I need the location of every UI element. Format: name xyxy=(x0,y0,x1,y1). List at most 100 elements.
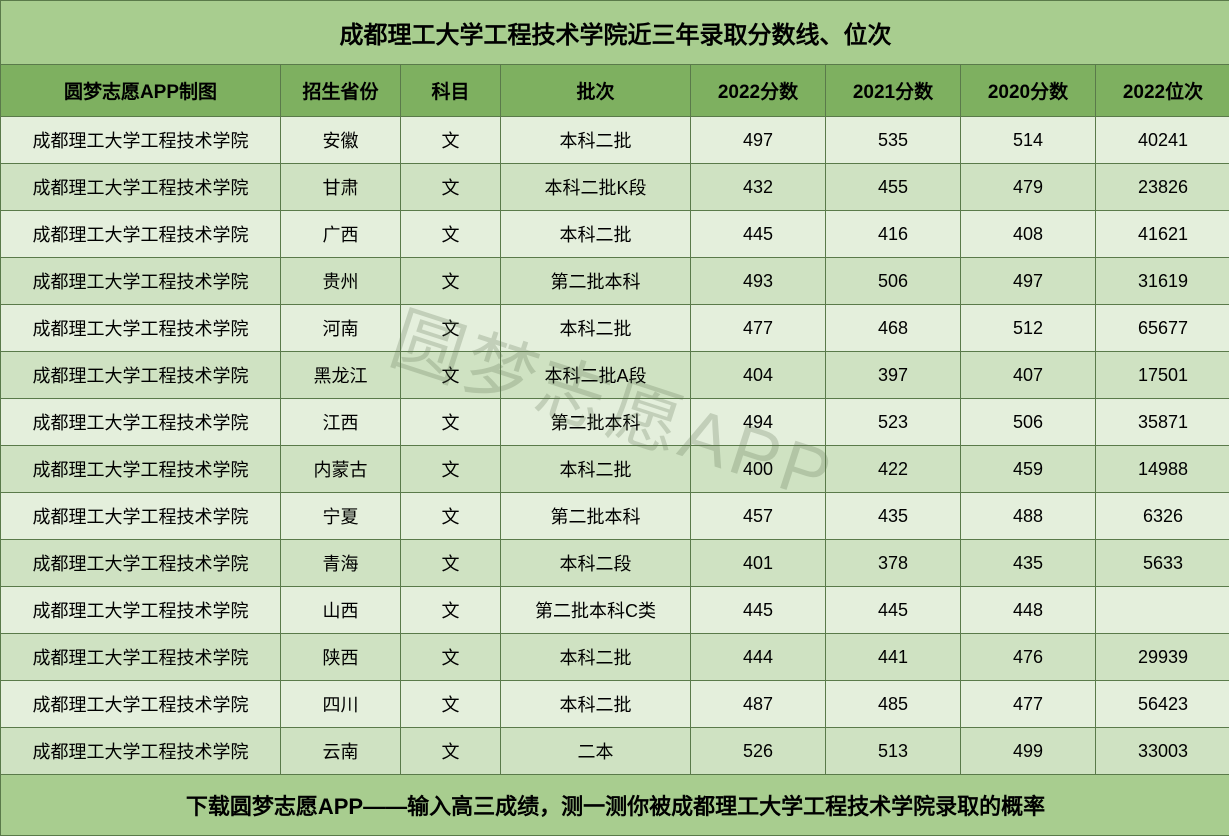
cell-province: 江西 xyxy=(281,399,401,446)
cell-school: 成都理工大学工程技术学院 xyxy=(1,399,281,446)
cell-rank-2022: 17501 xyxy=(1096,352,1229,399)
cell-school: 成都理工大学工程技术学院 xyxy=(1,164,281,211)
cell-rank-2022: 6326 xyxy=(1096,493,1229,540)
admission-score-table: 成都理工大学工程技术学院近三年录取分数线、位次 圆梦志愿APP制图 招生省份 科… xyxy=(0,0,1229,836)
table-row: 成都理工大学工程技术学院云南文二本52651349933003 xyxy=(1,728,1229,775)
cell-school: 成都理工大学工程技术学院 xyxy=(1,728,281,775)
table-row: 成都理工大学工程技术学院河南文本科二批47746851265677 xyxy=(1,305,1229,352)
cell-province: 内蒙古 xyxy=(281,446,401,493)
table-row: 成都理工大学工程技术学院江西文第二批本科49452350635871 xyxy=(1,399,1229,446)
cell-score-2020: 479 xyxy=(961,164,1096,211)
cell-score-2020: 506 xyxy=(961,399,1096,446)
cell-score-2022: 497 xyxy=(691,117,826,164)
cell-province: 陕西 xyxy=(281,634,401,681)
cell-province: 山西 xyxy=(281,587,401,634)
cell-score-2022: 445 xyxy=(691,211,826,258)
cell-subject: 文 xyxy=(401,211,501,258)
footer-row: 下载圆梦志愿APP——输入高三成绩，测一测你被成都理工大学工程技术学院录取的概率 xyxy=(1,775,1229,836)
cell-score-2020: 497 xyxy=(961,258,1096,305)
header-score-2020: 2020分数 xyxy=(961,65,1096,117)
cell-province: 青海 xyxy=(281,540,401,587)
cell-batch: 本科二批 xyxy=(501,305,691,352)
table-row: 成都理工大学工程技术学院广西文本科二批44541640841621 xyxy=(1,211,1229,258)
cell-score-2020: 408 xyxy=(961,211,1096,258)
cell-batch: 本科二批 xyxy=(501,211,691,258)
cell-score-2021: 397 xyxy=(826,352,961,399)
cell-score-2021: 445 xyxy=(826,587,961,634)
cell-school: 成都理工大学工程技术学院 xyxy=(1,446,281,493)
cell-score-2020: 514 xyxy=(961,117,1096,164)
header-subject: 科目 xyxy=(401,65,501,117)
cell-score-2022: 477 xyxy=(691,305,826,352)
cell-subject: 文 xyxy=(401,446,501,493)
cell-score-2020: 488 xyxy=(961,493,1096,540)
header-rank-2022: 2022位次 xyxy=(1096,65,1229,117)
cell-rank-2022: 41621 xyxy=(1096,211,1229,258)
cell-score-2020: 512 xyxy=(961,305,1096,352)
cell-rank-2022: 23826 xyxy=(1096,164,1229,211)
cell-rank-2022: 40241 xyxy=(1096,117,1229,164)
cell-score-2021: 435 xyxy=(826,493,961,540)
header-province: 招生省份 xyxy=(281,65,401,117)
cell-score-2020: 459 xyxy=(961,446,1096,493)
header-score-2021: 2021分数 xyxy=(826,65,961,117)
cell-school: 成都理工大学工程技术学院 xyxy=(1,258,281,305)
cell-school: 成都理工大学工程技术学院 xyxy=(1,540,281,587)
cell-subject: 文 xyxy=(401,728,501,775)
cell-province: 云南 xyxy=(281,728,401,775)
table-row: 成都理工大学工程技术学院甘肃文本科二批K段43245547923826 xyxy=(1,164,1229,211)
cell-score-2021: 468 xyxy=(826,305,961,352)
table-row: 成都理工大学工程技术学院宁夏文第二批本科4574354886326 xyxy=(1,493,1229,540)
cell-rank-2022: 56423 xyxy=(1096,681,1229,728)
cell-subject: 文 xyxy=(401,634,501,681)
table-row: 成都理工大学工程技术学院山西文第二批本科C类445445448 xyxy=(1,587,1229,634)
cell-score-2020: 407 xyxy=(961,352,1096,399)
cell-score-2022: 404 xyxy=(691,352,826,399)
cell-rank-2022: 35871 xyxy=(1096,399,1229,446)
cell-score-2022: 487 xyxy=(691,681,826,728)
cell-score-2021: 523 xyxy=(826,399,961,446)
cell-score-2021: 455 xyxy=(826,164,961,211)
cell-batch: 第二批本科 xyxy=(501,258,691,305)
cell-subject: 文 xyxy=(401,305,501,352)
cell-score-2022: 445 xyxy=(691,587,826,634)
table-row: 成都理工大学工程技术学院内蒙古文本科二批40042245914988 xyxy=(1,446,1229,493)
table-row: 成都理工大学工程技术学院安徽文本科二批49753551440241 xyxy=(1,117,1229,164)
cell-subject: 文 xyxy=(401,493,501,540)
cell-subject: 文 xyxy=(401,587,501,634)
table-title: 成都理工大学工程技术学院近三年录取分数线、位次 xyxy=(1,1,1229,65)
cell-school: 成都理工大学工程技术学院 xyxy=(1,117,281,164)
table-row: 成都理工大学工程技术学院贵州文第二批本科49350649731619 xyxy=(1,258,1229,305)
cell-subject: 文 xyxy=(401,540,501,587)
cell-subject: 文 xyxy=(401,399,501,446)
cell-score-2021: 416 xyxy=(826,211,961,258)
cell-score-2022: 444 xyxy=(691,634,826,681)
cell-province: 贵州 xyxy=(281,258,401,305)
title-row: 成都理工大学工程技术学院近三年录取分数线、位次 xyxy=(1,1,1229,65)
cell-school: 成都理工大学工程技术学院 xyxy=(1,634,281,681)
cell-rank-2022 xyxy=(1096,587,1229,634)
footer-text: 下载圆梦志愿APP——输入高三成绩，测一测你被成都理工大学工程技术学院录取的概率 xyxy=(1,775,1229,836)
cell-score-2022: 457 xyxy=(691,493,826,540)
table-row: 成都理工大学工程技术学院陕西文本科二批44444147629939 xyxy=(1,634,1229,681)
table-row: 成都理工大学工程技术学院四川文本科二批48748547756423 xyxy=(1,681,1229,728)
cell-rank-2022: 33003 xyxy=(1096,728,1229,775)
cell-subject: 文 xyxy=(401,352,501,399)
table-body: 成都理工大学工程技术学院安徽文本科二批49753551440241成都理工大学工… xyxy=(1,117,1229,775)
cell-subject: 文 xyxy=(401,117,501,164)
cell-batch: 第二批本科C类 xyxy=(501,587,691,634)
cell-rank-2022: 65677 xyxy=(1096,305,1229,352)
cell-score-2022: 401 xyxy=(691,540,826,587)
cell-score-2022: 526 xyxy=(691,728,826,775)
cell-batch: 本科二段 xyxy=(501,540,691,587)
cell-province: 黑龙江 xyxy=(281,352,401,399)
cell-rank-2022: 14988 xyxy=(1096,446,1229,493)
cell-subject: 文 xyxy=(401,164,501,211)
table-container: 成都理工大学工程技术学院近三年录取分数线、位次 圆梦志愿APP制图 招生省份 科… xyxy=(0,0,1229,836)
cell-score-2022: 432 xyxy=(691,164,826,211)
cell-school: 成都理工大学工程技术学院 xyxy=(1,211,281,258)
cell-score-2021: 513 xyxy=(826,728,961,775)
cell-batch: 本科二批A段 xyxy=(501,352,691,399)
cell-batch: 本科二批 xyxy=(501,117,691,164)
cell-score-2021: 506 xyxy=(826,258,961,305)
